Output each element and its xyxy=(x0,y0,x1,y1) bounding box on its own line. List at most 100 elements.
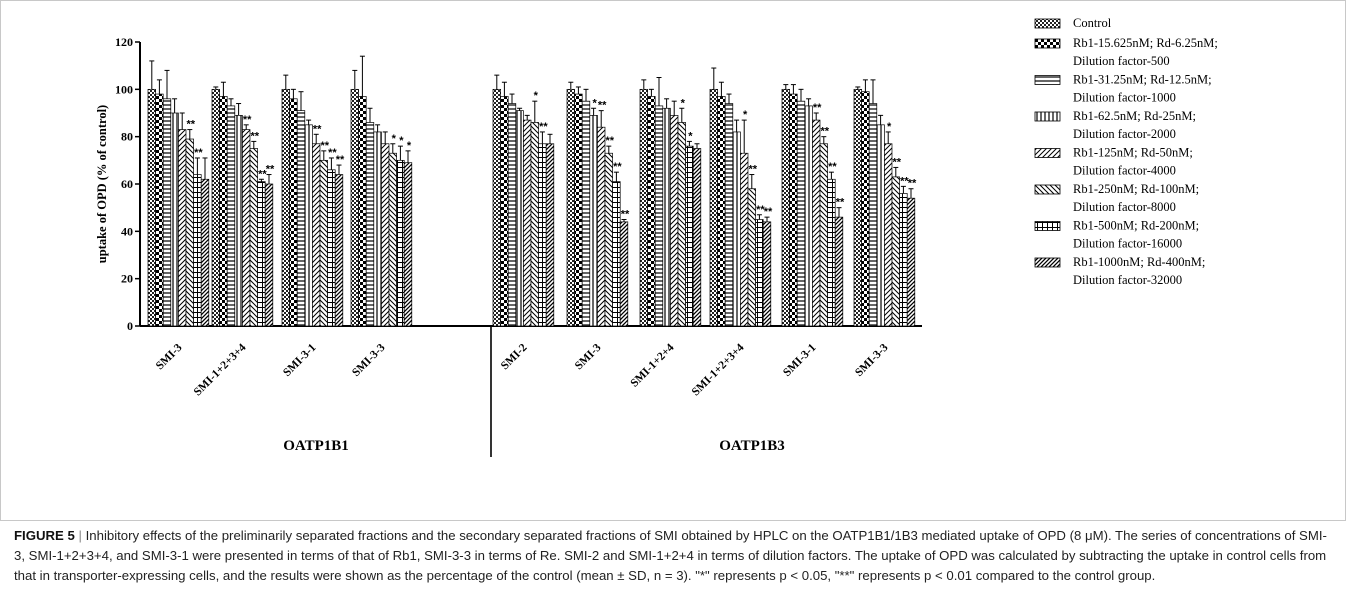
bar xyxy=(891,176,900,327)
bar xyxy=(906,197,916,327)
bar xyxy=(654,105,664,327)
significance-label: * xyxy=(681,97,686,109)
bar xyxy=(515,110,524,327)
bar xyxy=(396,159,405,327)
legend-swatch xyxy=(1034,111,1061,122)
significance-label: ** xyxy=(900,175,909,187)
bar xyxy=(717,96,726,327)
significance-label: ** xyxy=(836,197,845,209)
bar xyxy=(685,145,694,327)
bar xyxy=(566,88,575,327)
bar xyxy=(257,181,266,327)
bar xyxy=(242,129,251,327)
significance-label: ** xyxy=(243,114,252,126)
y-tick-label: 20 xyxy=(121,272,133,286)
significance-label: ** xyxy=(749,164,758,176)
bar xyxy=(304,124,313,327)
significance-label: ** xyxy=(893,156,902,168)
x-tick-label: SMI-3-1 xyxy=(281,341,319,379)
legend-swatch xyxy=(1034,38,1061,49)
group-label: OATP1B3 xyxy=(719,438,785,454)
significance-label: ** xyxy=(328,147,337,159)
bar xyxy=(147,88,156,327)
significance-label: * xyxy=(392,133,397,145)
caption-label: FIGURE 5 xyxy=(14,528,75,543)
bar xyxy=(296,110,306,327)
legend-label: Dilution factor-2000 xyxy=(1073,127,1176,141)
significance-label: ** xyxy=(828,161,837,173)
significance-label: ** xyxy=(194,147,203,159)
y-tick-label: 120 xyxy=(115,35,133,49)
significance-label: ** xyxy=(908,178,917,190)
bar xyxy=(662,107,671,327)
bar xyxy=(388,152,397,327)
caption-text: Inhibitory effects of the preliminarily … xyxy=(14,528,1327,583)
significance-label: ** xyxy=(251,130,260,142)
legend-label: Dilution factor-8000 xyxy=(1073,200,1176,214)
legend-label: Rb1-15.625nM; Rd-6.25nM; xyxy=(1073,36,1218,50)
bar xyxy=(612,181,621,327)
y-tick-label: 60 xyxy=(121,177,133,191)
significance-label: * xyxy=(887,121,892,133)
legend-swatch xyxy=(1034,221,1061,231)
bar xyxy=(574,93,583,327)
bar xyxy=(185,138,194,327)
bar xyxy=(740,152,749,327)
legend-label: Rb1-62.5nM; Rd-25nM; xyxy=(1073,109,1196,123)
bar xyxy=(619,221,629,327)
bar xyxy=(639,88,648,327)
bar xyxy=(762,221,772,327)
x-tick-label: SMI-3-1 xyxy=(781,341,819,379)
y-tick-label: 40 xyxy=(121,224,133,238)
bar xyxy=(365,122,375,327)
bar xyxy=(226,105,236,327)
bar xyxy=(868,103,878,327)
bar xyxy=(178,129,187,327)
x-tick-label: SMI-3-3 xyxy=(350,341,388,379)
bar xyxy=(853,88,862,327)
y-axis-title: uptake of OPD (% of control) xyxy=(95,105,109,263)
significance-label: ** xyxy=(321,140,330,152)
significance-label: ** xyxy=(187,119,196,131)
bar xyxy=(884,143,893,327)
x-tick-label: SMI-3-3 xyxy=(853,341,891,379)
significance-label: ** xyxy=(621,209,630,221)
bar xyxy=(899,193,908,327)
x-tick-label: SMI-2 xyxy=(499,341,530,372)
x-tick-label: SMI-1+2+3+4 xyxy=(690,341,747,398)
bar xyxy=(677,122,686,327)
significance-label: * xyxy=(407,140,412,152)
bar xyxy=(492,88,501,327)
legend-swatch xyxy=(1034,148,1061,158)
caption-separator: | xyxy=(78,528,82,543)
bar xyxy=(327,169,336,327)
legend-label: Dilution factor-16000 xyxy=(1073,237,1182,251)
bar xyxy=(812,119,821,327)
legend-swatch xyxy=(1034,75,1061,85)
significance-label: ** xyxy=(539,121,548,133)
significance-label: ** xyxy=(764,206,773,218)
legend: Control Rb1-15.625nM; Rd-6.25nM; Dilution … xyxy=(1034,16,1218,287)
bar xyxy=(789,93,798,327)
bar xyxy=(500,96,509,327)
bar xyxy=(670,115,679,327)
group-label: OATP1B1 xyxy=(283,438,349,454)
legend-label: Dilution factor-4000 xyxy=(1073,164,1176,178)
significance-label: * xyxy=(688,130,693,142)
bar xyxy=(724,103,734,327)
significance-label: ** xyxy=(598,100,607,112)
bar xyxy=(358,96,367,327)
legend-label: Control xyxy=(1073,16,1112,30)
significance-label: ** xyxy=(821,126,830,138)
y-tick-label: 80 xyxy=(121,130,133,144)
bar xyxy=(804,105,813,327)
bar xyxy=(796,100,806,327)
bar xyxy=(827,178,836,327)
bar xyxy=(834,216,844,327)
legend-label: Rb1-1000nM; Rd-400nM; xyxy=(1073,255,1205,269)
legend-label: Dilution factor-32000 xyxy=(1073,273,1182,287)
significance-label: * xyxy=(534,90,539,102)
x-tick-label: SMI-3 xyxy=(154,341,185,372)
significance-label: * xyxy=(592,97,597,109)
bar xyxy=(200,178,210,327)
